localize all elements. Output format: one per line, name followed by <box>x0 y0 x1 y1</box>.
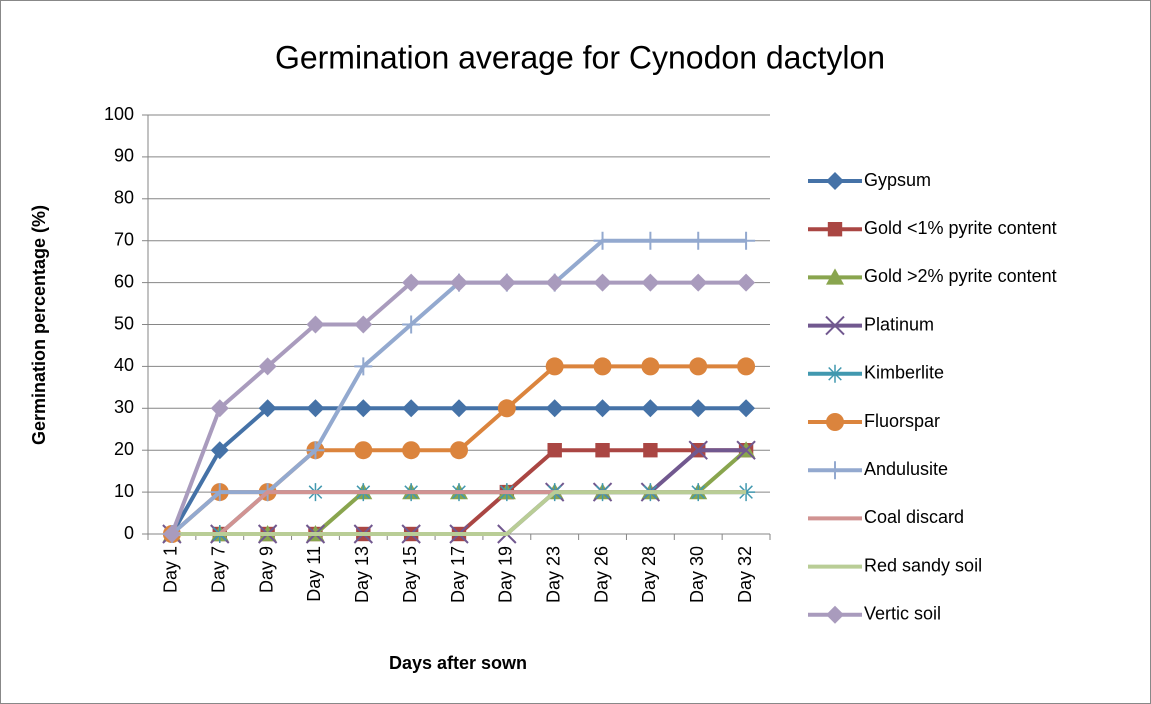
chart-title: Germination average for Cynodon dactylon <box>275 39 885 75</box>
marker <box>162 525 181 543</box>
y-tick-label: 10 <box>114 481 134 501</box>
marker <box>689 273 708 292</box>
marker <box>826 268 844 285</box>
marker <box>210 441 229 460</box>
x-tick-label: Day 28 <box>639 546 659 603</box>
y-tick-label: 70 <box>114 229 134 249</box>
series <box>171 490 747 536</box>
x-tick-label: Day 9 <box>256 546 276 593</box>
legend-label: Gold <1% pyrite content <box>864 218 1057 238</box>
marker <box>641 399 660 418</box>
legend-label: Fluorspar <box>864 411 940 431</box>
marker <box>593 231 612 250</box>
marker <box>641 231 660 250</box>
marker <box>545 273 564 292</box>
series <box>162 399 756 543</box>
marker <box>545 357 564 376</box>
y-tick-label: 20 <box>114 439 134 459</box>
marker <box>689 399 708 418</box>
marker <box>306 315 325 334</box>
x-tick-label: Day 13 <box>352 546 372 603</box>
marker <box>737 399 756 418</box>
marker <box>306 441 325 460</box>
marker <box>306 399 325 418</box>
marker <box>545 399 564 418</box>
marker <box>737 483 756 502</box>
marker <box>354 399 373 418</box>
marker <box>354 315 373 334</box>
marker <box>593 357 612 376</box>
marker <box>736 440 756 460</box>
marker <box>826 605 844 624</box>
marker <box>737 357 756 376</box>
marker <box>497 273 516 292</box>
x-tick-label: Day 19 <box>496 546 516 603</box>
series <box>162 273 756 543</box>
x-tick-label: Day 30 <box>687 546 707 603</box>
y-tick-label: 100 <box>104 104 134 124</box>
legend-label: Gypsum <box>864 170 931 190</box>
series-line <box>171 490 747 536</box>
marker <box>593 273 612 292</box>
marker <box>258 357 277 376</box>
legend-label: Kimberlite <box>864 363 944 383</box>
x-tick-label: Day 23 <box>543 546 563 603</box>
marker <box>402 441 421 460</box>
x-tick-label: Day 7 <box>209 546 229 593</box>
marker <box>737 231 756 250</box>
y-tick-label: 0 <box>124 523 134 543</box>
marker <box>826 172 844 190</box>
y-tick-label: 40 <box>114 355 134 375</box>
marker <box>497 399 516 418</box>
legend-label: Red sandy soil <box>864 555 982 575</box>
marker <box>689 231 708 250</box>
y-tick-label: 50 <box>114 313 134 333</box>
x-axis-label: Days after sown <box>389 653 527 673</box>
marker <box>826 364 844 383</box>
x-tick-label: Day 15 <box>400 546 420 603</box>
marker <box>258 399 277 418</box>
legend-label: Platinum <box>864 314 934 334</box>
x-tick-label: Day 32 <box>735 546 755 603</box>
y-tick-label: 90 <box>114 146 134 166</box>
marker <box>641 273 660 292</box>
marker <box>450 273 468 292</box>
marker <box>641 357 660 376</box>
legend-label: Coal discard <box>864 507 964 527</box>
x-tick-label: Day 1 <box>161 546 181 593</box>
marker <box>547 443 562 458</box>
marker <box>210 399 229 418</box>
marker <box>595 443 610 458</box>
marker <box>402 399 421 418</box>
marker <box>450 441 468 460</box>
marker <box>354 441 373 460</box>
marker <box>402 315 421 334</box>
marker <box>643 443 658 458</box>
marker <box>825 315 845 336</box>
legend-label: Gold >2% pyrite content <box>864 266 1057 286</box>
y-tick-label: 60 <box>114 271 134 291</box>
x-tick-label: Day 17 <box>448 546 468 603</box>
marker <box>688 440 708 460</box>
marker <box>826 461 844 480</box>
y-tick-label: 80 <box>114 188 134 208</box>
marker <box>450 399 468 418</box>
y-tick-label: 30 <box>114 397 134 417</box>
marker <box>827 222 843 237</box>
x-tick-label: Day 11 <box>304 546 324 602</box>
legend-label: Vertic soil <box>864 604 941 624</box>
x-tick-label: Day 26 <box>591 546 611 603</box>
legend-label: Andulusite <box>864 459 948 479</box>
marker <box>593 399 612 418</box>
marker <box>354 357 373 376</box>
marker <box>689 357 708 376</box>
marker <box>402 273 421 292</box>
marker <box>210 483 229 502</box>
marker <box>826 413 844 431</box>
y-axis-label: Germination percentage (%) <box>29 205 49 445</box>
marker <box>737 273 756 292</box>
